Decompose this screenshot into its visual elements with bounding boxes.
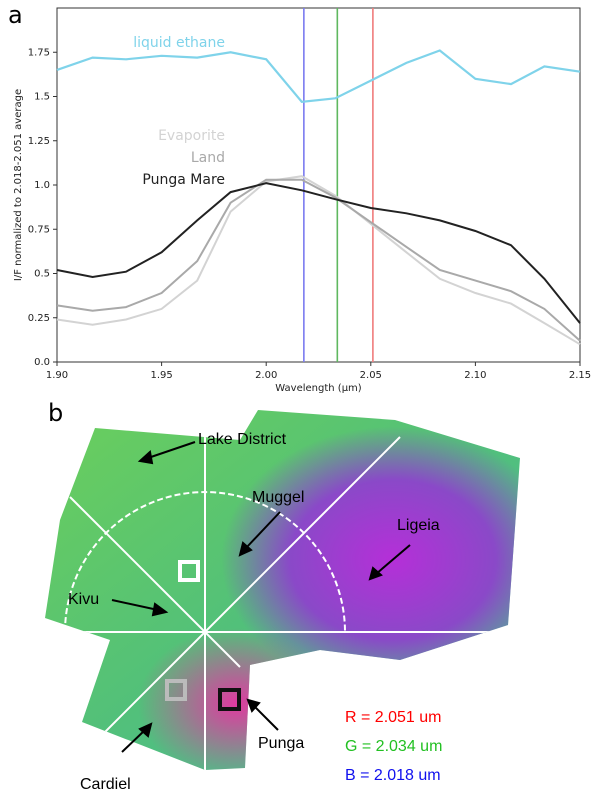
region-box xyxy=(165,679,187,701)
legend-entry: Evaporite xyxy=(158,128,225,144)
x-tick-label: 2.00 xyxy=(255,370,277,381)
panel-label: a xyxy=(8,1,23,29)
region-box xyxy=(178,560,200,582)
x-axis-label: Wavelength (μm) xyxy=(275,383,362,394)
series-line xyxy=(56,49,581,103)
legend-entry: Land xyxy=(191,150,225,166)
y-tick-label: 1.25 xyxy=(28,136,50,147)
series-line xyxy=(56,182,581,324)
y-axis-label: I/F normalized to 2.018-2.051 average xyxy=(13,89,24,281)
y-tick-label: 0.0 xyxy=(34,357,50,368)
line-chart: 0.0 0.25 0.5 0.75 1.0 1.25 1.5 1.75 1.90 1.95 2.00… xyxy=(13,7,591,394)
channel-legend: B = 2.018 um xyxy=(345,767,441,784)
channel-legend: G = 2.034 um xyxy=(345,738,442,755)
y-tick-label: 1.0 xyxy=(34,180,50,191)
y-tick-label: 0.5 xyxy=(34,269,50,280)
channel-legend: R = 2.051 um xyxy=(345,709,442,726)
grid-overlay xyxy=(45,432,500,770)
series-line xyxy=(56,175,581,346)
y-tick-label: 1.75 xyxy=(28,47,50,58)
region-box xyxy=(218,688,241,711)
arrows xyxy=(111,441,411,753)
legend-entry: liquid ethane xyxy=(133,35,225,51)
map-label: Cardiel xyxy=(80,776,131,793)
x-tick-label: 1.95 xyxy=(150,370,172,381)
y-tick-label: 1.5 xyxy=(34,92,50,103)
map-label: Lake District xyxy=(198,431,287,448)
x-tick-label: 2.05 xyxy=(360,370,382,381)
series-line xyxy=(56,178,581,342)
x-tick-label: 2.15 xyxy=(569,370,591,381)
map-label: Kivu xyxy=(68,591,99,608)
panel-label: b xyxy=(48,399,63,427)
y-tick-label: 0.75 xyxy=(28,224,50,235)
y-tick-label: 0.25 xyxy=(28,313,50,324)
map-label: Muggel xyxy=(252,489,304,506)
x-tick-label: 2.10 xyxy=(464,370,486,381)
map-label: Ligeia xyxy=(397,517,440,534)
map-image xyxy=(45,410,520,770)
legend-entry: Punga Mare xyxy=(142,172,225,188)
map-label: Punga xyxy=(258,735,304,752)
x-tick-label: 1.90 xyxy=(46,370,68,381)
